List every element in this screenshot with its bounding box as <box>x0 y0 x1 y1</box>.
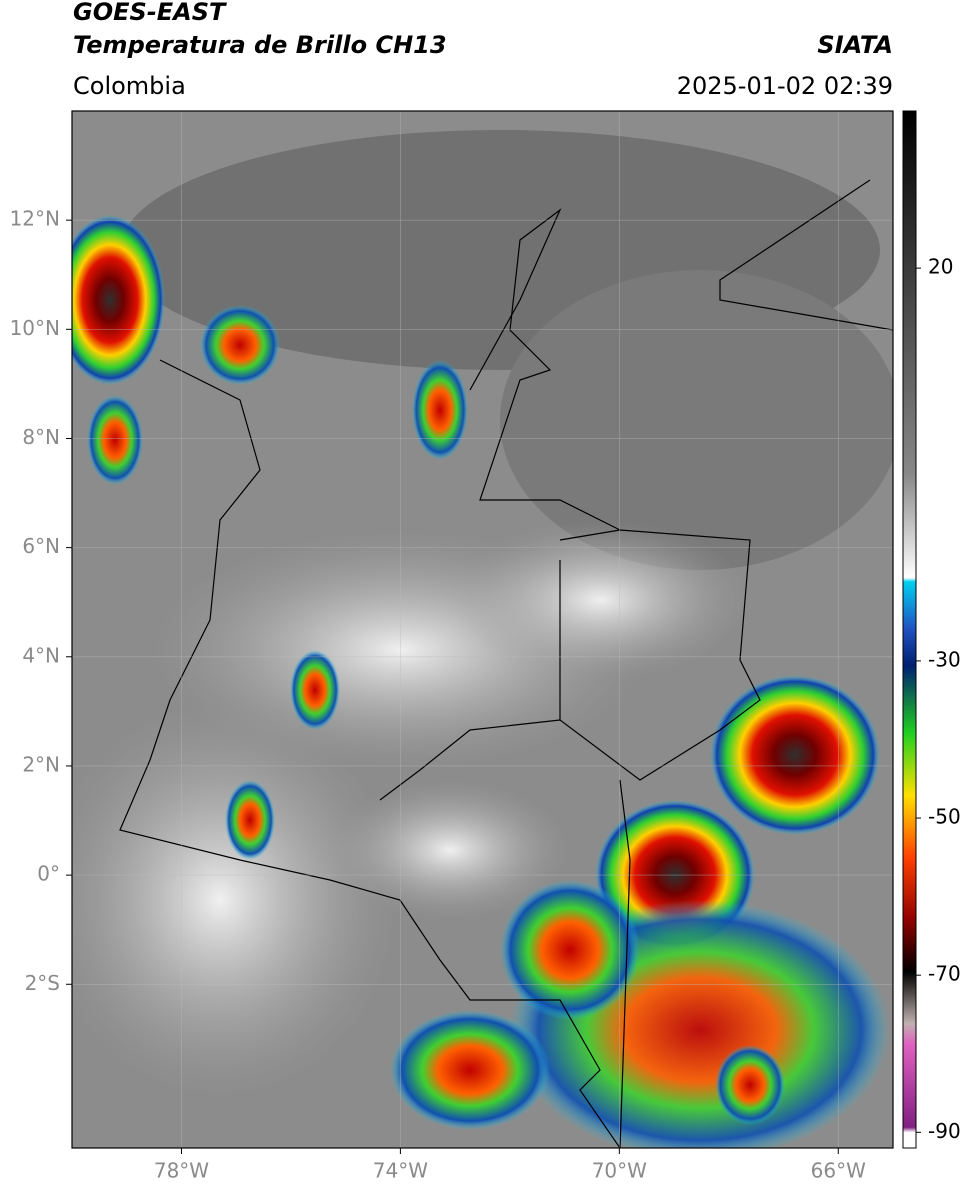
grid <box>72 111 893 1148</box>
x-tick-label: 66°W <box>811 1159 866 1183</box>
x-tick-label: 78°W <box>154 1159 209 1183</box>
y-tick-label: 0° <box>37 862 60 886</box>
x-tick-label: 74°W <box>373 1159 428 1183</box>
region: Colombia <box>73 72 186 100</box>
map-frame <box>71 110 894 1149</box>
satellite-image <box>72 111 893 1148</box>
subtitle: Temperatura de Brillo CH13 <box>73 31 447 59</box>
y-tick-label: 2°S <box>25 971 60 995</box>
colorbar <box>902 110 917 1149</box>
y-tick-label: 4°N <box>22 643 60 667</box>
colorbar-tick-label: -50 <box>928 805 961 829</box>
y-tick-label: 2°N <box>22 752 60 776</box>
datetime: 2025-01-02 02:39 <box>677 72 893 100</box>
y-tick-label: 10°N <box>10 316 60 340</box>
borders <box>119 179 893 1148</box>
y-tick-label: 8°N <box>22 425 60 449</box>
colorbar-tick-label: 20 <box>928 255 953 279</box>
y-tick-label: 6°N <box>22 534 60 558</box>
colorbar-tick-label: -90 <box>928 1119 961 1143</box>
colorbar-tick-label: -30 <box>928 647 961 671</box>
x-tick-label: 70°W <box>592 1159 647 1183</box>
y-tick-label: 12°N <box>10 207 60 231</box>
colorbar-tick-label: -70 <box>928 962 961 986</box>
title: GOES-EAST <box>73 0 227 26</box>
source: SIATA <box>817 31 893 59</box>
